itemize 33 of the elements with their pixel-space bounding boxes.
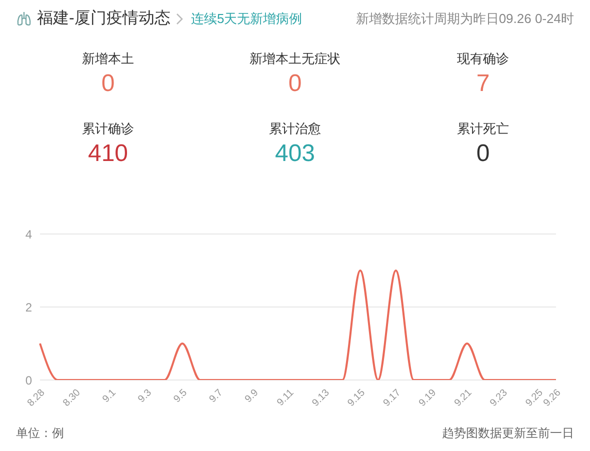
- category-label: 现有确诊: [456, 50, 510, 68]
- data-label: 0: [100, 70, 116, 98]
- x-tick-label: 9.26: [542, 387, 564, 409]
- x-tick-label: 8.28: [26, 387, 48, 409]
- category-label: 累计治愈: [268, 120, 322, 138]
- y-tick-label: 2: [25, 300, 32, 314]
- x-tick-label: 8.30: [61, 387, 84, 409]
- data-label: 410: [86, 140, 130, 168]
- x-tick-label: 9.21: [452, 387, 474, 409]
- text: 福建-厦门疫情动态: [37, 8, 170, 29]
- category-label: 累计死亡: [456, 120, 510, 138]
- data-label: 403: [274, 140, 316, 168]
- x-tick-label: 9.1: [100, 387, 119, 405]
- x-tick-label: 9.3: [136, 387, 154, 405]
- category-label: 新增本土无症状: [248, 50, 342, 68]
- text: 单位：例: [16, 425, 64, 442]
- text: 新增数据统计周期为昨日09.26 0-24时: [356, 10, 574, 28]
- text: 趋势图数据更新至前一日: [442, 425, 574, 442]
- x-tick-label: 9.13: [310, 387, 332, 409]
- x-tick-label: 9.7: [207, 387, 226, 405]
- x-tick-label: 9.19: [417, 387, 439, 409]
- x-tick-label: 9.9: [243, 387, 261, 405]
- category-label: 累计确诊: [81, 120, 135, 138]
- y-tick-label: 4: [25, 227, 32, 242]
- category-label: 新增本土: [81, 50, 135, 68]
- y-tick-label: 0: [25, 373, 32, 388]
- data-label: 7: [475, 70, 491, 98]
- x-tick-label: 9.11: [275, 387, 297, 408]
- text: 连续5天无新增病例: [191, 10, 302, 28]
- data-label: 0: [475, 140, 491, 168]
- x-tick-label: 9.23: [488, 387, 510, 409]
- data-label: 0: [287, 70, 303, 98]
- x-tick-label: 9.5: [172, 387, 190, 405]
